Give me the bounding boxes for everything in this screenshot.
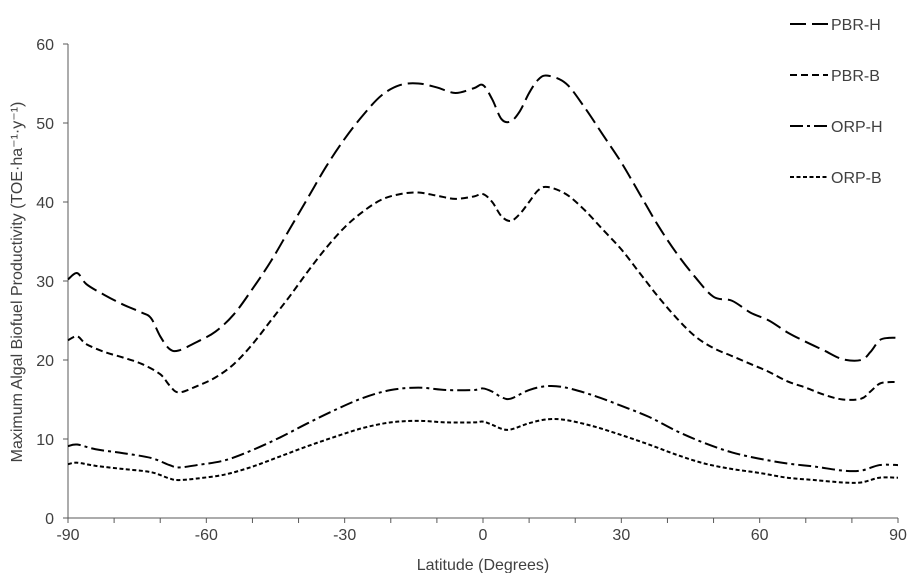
series-line-pbr-b bbox=[67, 185, 899, 401]
y-tick-label: 0 bbox=[45, 511, 54, 528]
y-tick-label: 10 bbox=[36, 432, 54, 449]
legend-label-pbr-b: PBR-B bbox=[831, 68, 880, 85]
x-tick-label: -60 bbox=[195, 527, 218, 544]
y-axis-title: Maximum Algal Biofuel Productivity (TOE·… bbox=[9, 102, 26, 463]
legend-label-pbr-h: PBR-H bbox=[831, 17, 881, 34]
x-axis-title: Latitude (Degrees) bbox=[417, 557, 550, 573]
series-line-pbr-h bbox=[67, 74, 899, 362]
legend-label-orp-h: ORP-H bbox=[831, 119, 883, 136]
x-tick-label: 90 bbox=[889, 527, 907, 544]
y-tick-label: 20 bbox=[36, 353, 54, 370]
axes: 0 10 20 30 40 50 60 -90 -60 -30 0 30 60 90 bbox=[36, 37, 907, 544]
series-lines bbox=[67, 74, 899, 484]
y-tick-label: 40 bbox=[36, 195, 54, 212]
series-line-orp-h bbox=[67, 384, 899, 473]
series-line-orp-b bbox=[67, 417, 899, 484]
x-tick-label: 30 bbox=[612, 527, 630, 544]
legend-label-orp-b: ORP-B bbox=[831, 170, 882, 187]
x-tick-label: 60 bbox=[751, 527, 769, 544]
x-tick-label: 0 bbox=[479, 527, 488, 544]
y-tick-label: 60 bbox=[36, 37, 54, 54]
x-tick-label: -30 bbox=[333, 527, 356, 544]
legend: PBR-H PBR-B ORP-H ORP-B bbox=[790, 17, 883, 187]
x-tick-label: -90 bbox=[56, 527, 79, 544]
y-tick-label: 30 bbox=[36, 274, 54, 291]
y-tick-label: 50 bbox=[36, 116, 54, 133]
